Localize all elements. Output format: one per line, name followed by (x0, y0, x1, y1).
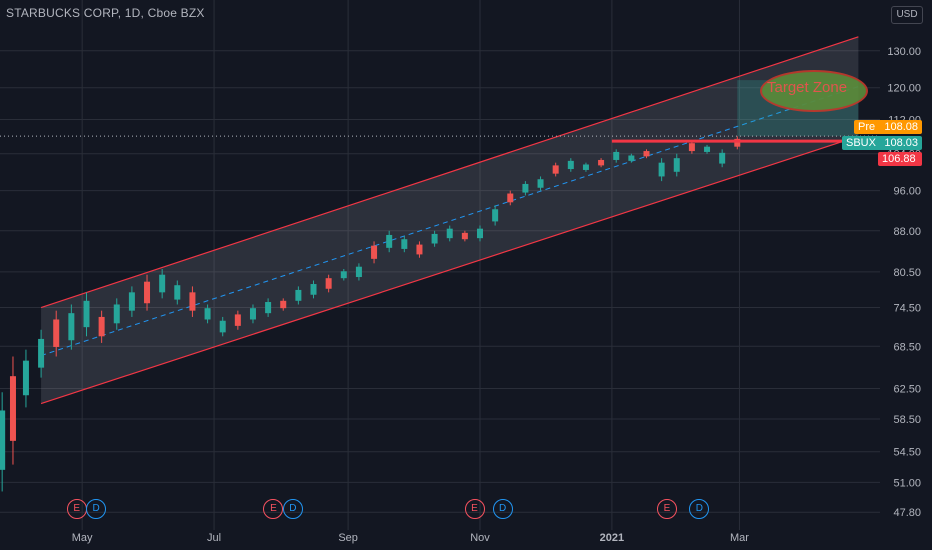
x-tick-label: Sep (338, 532, 358, 544)
symbol-label: SBUX (846, 137, 876, 149)
candle-body (461, 232, 468, 240)
candle-body (643, 151, 650, 157)
dividend-event-icon[interactable]: D (689, 499, 710, 519)
candle-body (537, 179, 544, 188)
candle-body (113, 304, 120, 324)
candle-body (613, 151, 620, 160)
support-price-tag: 106.88 (878, 152, 922, 166)
y-tick-label: 130.00 (887, 46, 921, 58)
earnings-event-icon[interactable]: E (464, 499, 485, 519)
currency-button[interactable]: USD (891, 6, 923, 24)
candle-body (174, 285, 181, 300)
pre-label: Pre (858, 121, 876, 133)
candle-body (673, 158, 680, 172)
dividend-event-icon[interactable]: D (492, 499, 513, 519)
pre-market-tag: Pre 108.08 (854, 120, 922, 134)
candle-body (265, 302, 272, 314)
last-price-value: 108.03 (884, 137, 918, 149)
candle-body (219, 320, 226, 333)
channel-upper-line (40, 36, 859, 309)
target-zone-label: Target Zone (767, 79, 848, 96)
candle-body (386, 234, 393, 248)
candle-body (704, 146, 711, 152)
y-tick-label: 51.00 (893, 477, 921, 489)
x-tick-label: Mar (730, 532, 749, 544)
candlestick-series (0, 136, 741, 492)
candle-body (0, 410, 6, 470)
candle-body (53, 319, 60, 347)
dividend-event-icon[interactable]: D (86, 499, 107, 519)
candle-body (477, 228, 483, 239)
support-value: 106.88 (882, 153, 916, 165)
symbol-header: STARBUCKS CORP, 1D, Cboe BZX (6, 6, 205, 20)
candle-body (628, 155, 635, 161)
candle-body (159, 274, 166, 293)
candle-body (189, 292, 196, 311)
candle-body (416, 244, 423, 255)
y-tick-label: 120.00 (887, 83, 921, 95)
candle-body (371, 245, 378, 259)
candle-body (38, 338, 45, 368)
x-tick-label: Jul (207, 532, 221, 544)
y-tick-label: 47.80 (893, 507, 921, 519)
candle-body (234, 314, 241, 326)
price-axis[interactable]: 130.00120.00112.00104.0096.0088.0080.507… (887, 46, 921, 519)
candle-body (22, 360, 29, 396)
x-tick-label: May (72, 532, 93, 544)
y-tick-label: 80.50 (893, 267, 921, 279)
candle-body (355, 266, 362, 278)
candle-body (249, 308, 256, 320)
last-price-tag: SBUX 108.03 (842, 136, 922, 150)
candle-body (431, 233, 438, 244)
x-tick-label: 2021 (600, 532, 624, 544)
x-tick-label: Nov (470, 532, 490, 544)
price-levels (0, 135, 880, 143)
candle-body (567, 160, 574, 170)
pre-value: 108.08 (884, 121, 918, 133)
chart-grid (0, 0, 880, 530)
candle-body (204, 308, 211, 320)
candle-body (340, 271, 347, 279)
y-tick-label: 58.50 (893, 414, 921, 426)
y-tick-label: 54.50 (893, 447, 921, 459)
channel-mid-line (40, 86, 859, 357)
y-tick-label: 68.50 (893, 341, 921, 353)
candle-body (325, 278, 332, 289)
candle-body (658, 162, 665, 177)
candle-body (310, 284, 317, 295)
time-axis[interactable]: May Jul Sep Nov 2021 Mar (72, 532, 749, 544)
y-tick-label: 96.00 (893, 186, 921, 198)
candle-body (98, 316, 105, 337)
candle-body (128, 292, 135, 311)
candle-body (598, 159, 605, 166)
candle-body (68, 313, 75, 341)
candle-body (507, 193, 514, 203)
candle-body (446, 228, 453, 239)
earnings-event-icon[interactable]: E (66, 499, 87, 519)
dividend-event-icon[interactable]: D (282, 499, 303, 519)
target-zone-ellipse[interactable] (760, 70, 868, 112)
earnings-event-icon[interactable]: E (656, 499, 677, 519)
candle-body (492, 209, 499, 222)
candle-body (144, 281, 151, 304)
candle-body (83, 300, 90, 328)
candle-body (734, 138, 741, 147)
candle-body (280, 300, 287, 309)
candle-body (552, 165, 559, 174)
y-tick-label: 62.50 (893, 384, 921, 396)
candle-body (295, 289, 302, 301)
candle-body (522, 183, 529, 193)
candle-body (719, 152, 726, 164)
candle-body (582, 164, 589, 170)
channel-fill (41, 36, 859, 404)
candle-body (9, 376, 16, 441)
y-tick-label: 88.00 (893, 226, 921, 238)
regression-channel[interactable] (40, 36, 859, 405)
candle-body (688, 143, 695, 152)
candle-body (401, 239, 408, 249)
y-tick-label: 74.50 (893, 303, 921, 315)
channel-lower-line (40, 135, 859, 405)
